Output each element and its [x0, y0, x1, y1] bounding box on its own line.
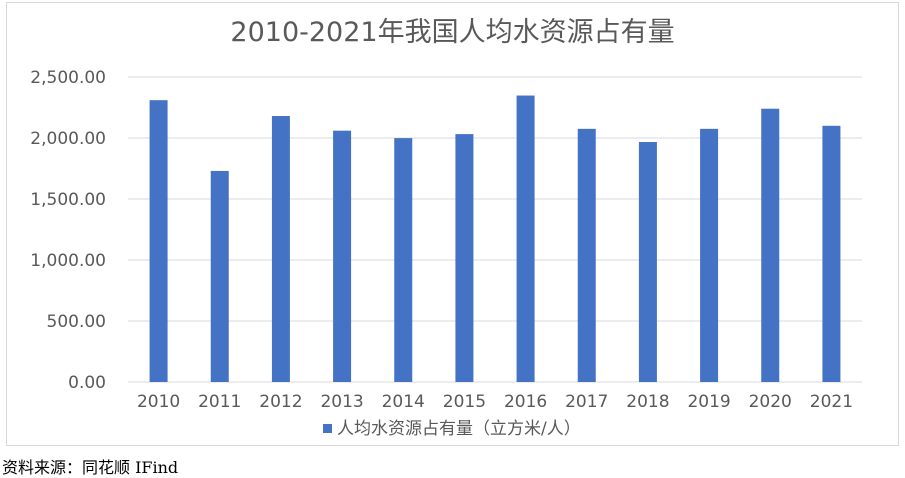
- x-axis-ticks: 2010 2011 2012 2013 2014 2015 2016 2017 2018 2019…: [137, 392, 853, 412]
- y-tick-label: 2,000.00: [30, 129, 106, 149]
- x-tick-label: 2010: [137, 392, 180, 412]
- y-tick-label: 2,500.00: [30, 68, 106, 88]
- x-tick-label: 2020: [749, 392, 792, 412]
- source-note: 资料来源：同花顺 IFind: [2, 458, 179, 477]
- x-tick-label: 2015: [443, 392, 486, 412]
- x-tick-label: 2013: [320, 392, 363, 412]
- bars: [149, 95, 841, 383]
- bar: [455, 134, 474, 382]
- x-tick-label: 2019: [687, 392, 730, 412]
- y-tick-label: 0.00: [68, 373, 106, 393]
- x-tick-label: 2021: [810, 392, 853, 412]
- bar: [394, 138, 413, 382]
- x-tick-label: 2018: [626, 392, 669, 412]
- bar: [822, 125, 841, 383]
- bar: [516, 95, 535, 382]
- bar: [577, 128, 596, 382]
- gridlines: [128, 76, 862, 383]
- legend-swatch: [323, 424, 332, 433]
- bar: [210, 170, 229, 382]
- x-tick-label: 2011: [198, 392, 241, 412]
- bar: [333, 130, 352, 382]
- y-tick-label: 1,500.00: [30, 190, 106, 210]
- y-tick-label: 500.00: [47, 312, 106, 332]
- x-tick-label: 2014: [382, 392, 425, 412]
- y-axis-ticks: 0.00 500.00 1,000.00 1,500.00 2,000.00 2,500.…: [30, 68, 106, 393]
- x-tick-label: 2016: [504, 392, 547, 412]
- chart-title: 2010-2021年我国人均水资源占有量: [230, 17, 675, 48]
- legend: 人均水资源占有量（立方米/人）: [323, 419, 581, 439]
- x-tick-label: 2012: [259, 392, 302, 412]
- bar: [271, 116, 290, 382]
- y-tick-label: 1,000.00: [30, 251, 106, 271]
- bar: [700, 128, 719, 382]
- bar: [638, 142, 657, 382]
- bar: [761, 108, 780, 382]
- legend-label: 人均水资源占有量（立方米/人）: [337, 419, 581, 439]
- bar: [149, 100, 168, 383]
- x-tick-label: 2017: [565, 392, 608, 412]
